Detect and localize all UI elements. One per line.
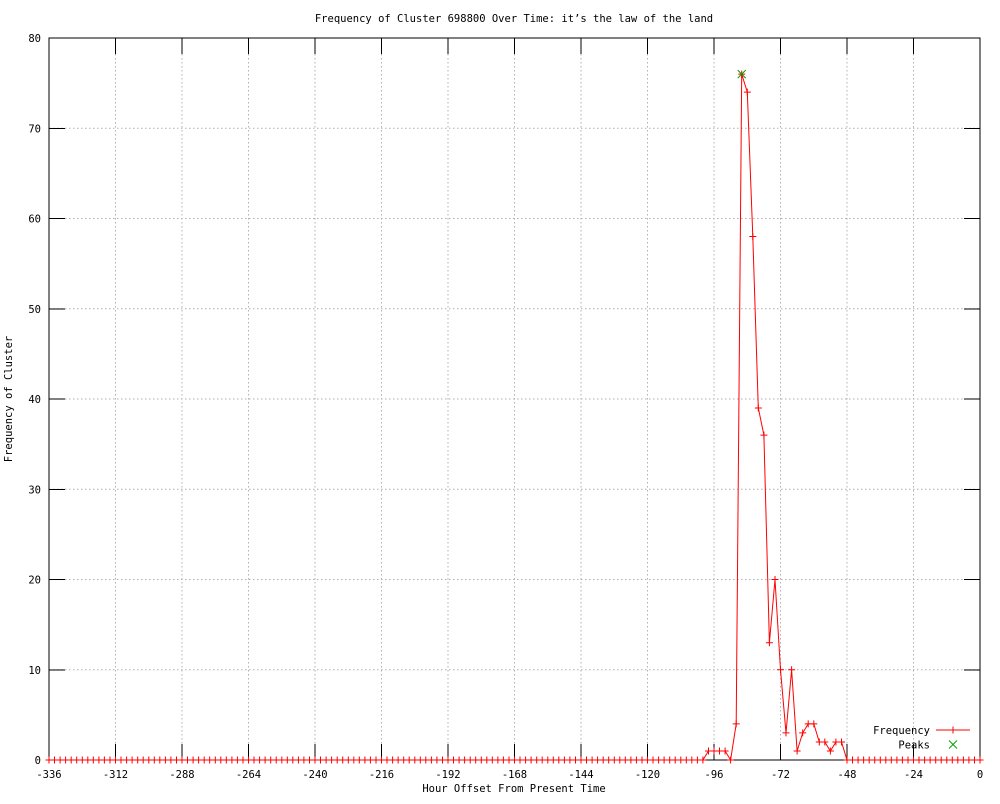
x-tick-label: -120 [635,769,660,781]
x-tick-label: -48 [838,769,857,781]
y-axis-label: Frequency of Cluster [3,336,15,462]
x-axis-label: Hour Offset From Present Time [422,783,605,795]
peak-marker [737,69,747,79]
y-tick-label: 30 [28,484,41,496]
y-tick-label: 50 [28,304,41,316]
x-tick-label: 0 [977,769,983,781]
x-tick-label: -216 [369,769,394,781]
x-tick-label: -336 [36,769,61,781]
chart-title: Frequency of Cluster 698800 Over Time: i… [315,13,713,25]
x-tick-label: -144 [568,769,593,781]
y-tick-label: 40 [28,394,41,406]
x-tick-label: -312 [103,769,128,781]
axis-tick-labels: -336 -312 -288 -264 -240 -216 -192 -168 -144 -120… [28,33,983,781]
x-tick-label: -240 [302,769,327,781]
y-tick-label: 0 [35,755,41,767]
x-tick-label: -264 [236,769,261,781]
x-tick-label: -96 [705,769,724,781]
x-tick-label: -192 [435,769,460,781]
legend: Frequency Peaks [873,725,970,752]
y-tick-label: 20 [28,575,41,587]
legend-plus-icon [949,726,957,734]
frequency-point-markers [45,70,984,764]
y-tick-label: 60 [28,214,41,226]
y-tick-label: 10 [28,665,41,677]
legend-label-frequency: Frequency [873,725,930,737]
x-tick-label: -168 [502,769,527,781]
y-tick-label: 80 [28,33,41,45]
legend-x-icon [948,740,958,749]
x-tick-label: -24 [904,769,923,781]
x-tick-label: -72 [771,769,790,781]
data-series [45,69,984,764]
legend-label-peaks: Peaks [898,740,930,752]
y-tick-label: 70 [28,123,41,135]
x-tick-label: -288 [169,769,194,781]
